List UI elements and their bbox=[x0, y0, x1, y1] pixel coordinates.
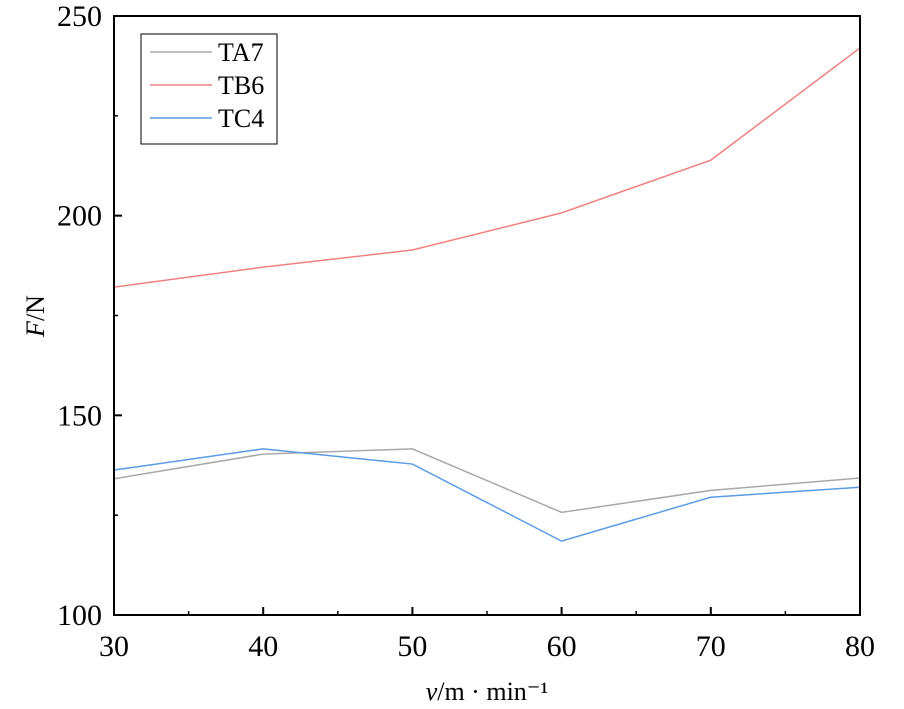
legend-label: TA7 bbox=[218, 38, 264, 67]
y-tick-label: 200 bbox=[57, 200, 102, 233]
legend: TA7 TB6 TC4 bbox=[140, 33, 278, 145]
x-tick-label: 70 bbox=[696, 630, 726, 663]
series-line-tb6 bbox=[113, 47, 861, 288]
y-axis-label: F/N bbox=[21, 295, 50, 338]
axis-ticks: 30 40 50 60 70 80 100 150 200 250 bbox=[57, 0, 875, 663]
legend-label: TC4 bbox=[218, 104, 264, 133]
x-tick-label: 80 bbox=[845, 630, 875, 663]
series-lines bbox=[113, 47, 861, 542]
x-axis-label: v/m · min⁻¹ bbox=[426, 677, 549, 706]
x-tick-label: 30 bbox=[99, 630, 129, 663]
series-line-ta7 bbox=[113, 448, 861, 514]
x-tick-label: 40 bbox=[248, 630, 278, 663]
y-tick-label: 100 bbox=[57, 599, 102, 632]
series-line-tc4 bbox=[113, 448, 861, 542]
legend-label: TB6 bbox=[218, 71, 264, 100]
x-tick-label: 50 bbox=[397, 630, 427, 663]
plot-frame bbox=[113, 15, 861, 616]
y-tick-label: 150 bbox=[57, 399, 102, 432]
x-tick-label: 60 bbox=[547, 630, 577, 663]
y-tick-label: 250 bbox=[57, 0, 102, 33]
